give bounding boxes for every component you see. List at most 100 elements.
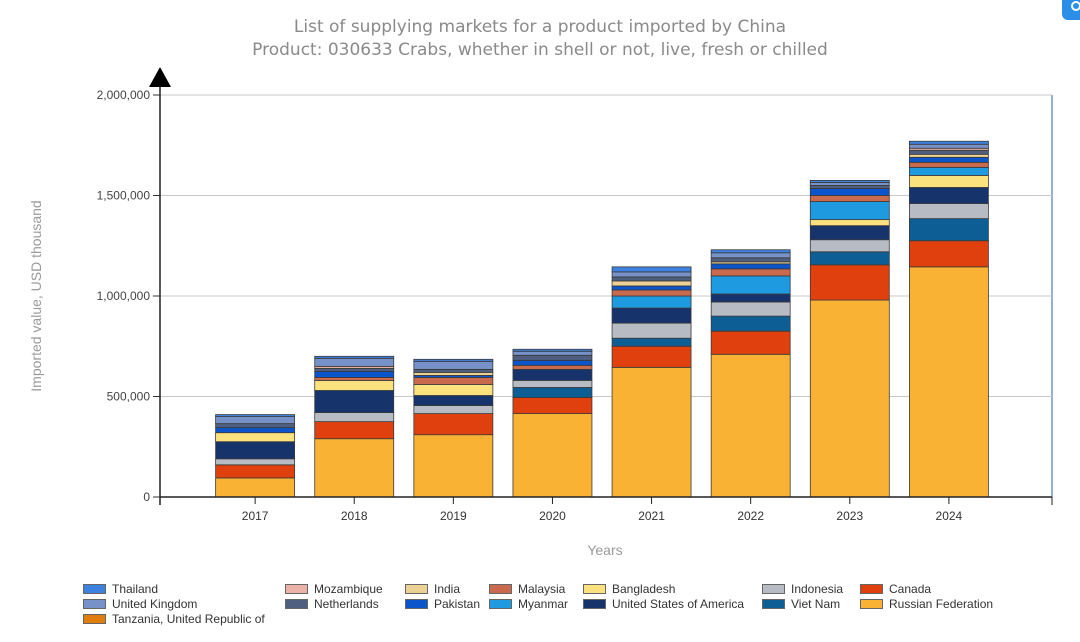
legend-item: Mozambique: [285, 581, 383, 596]
bar-segment-bangladesh: [908, 174, 989, 188]
legend-swatch: [489, 583, 512, 594]
bar-segment-indonesia: [710, 301, 791, 317]
bar-segment-united-states-of-america: [512, 368, 593, 381]
bar-segment-united-states-of-america: [413, 395, 494, 406]
legend-swatch: [83, 583, 106, 594]
bar-stack-2021: [611, 266, 692, 498]
bar-segment-united-states-of-america: [215, 441, 296, 460]
x-axis-label: Years: [587, 542, 622, 558]
bar-stack-2017: [215, 414, 296, 498]
bar-segment-netherlands: [215, 423, 296, 429]
legend-swatch: [583, 598, 606, 609]
bar-segment-malaysia: [908, 161, 989, 168]
bar-segment-united-kingdom: [413, 360, 494, 370]
legend-label: Tanzania, United Republic of: [112, 611, 265, 626]
bar-segment-canada: [512, 397, 593, 414]
x-tick-label: 2024: [936, 509, 963, 523]
bar-stack-2020: [512, 348, 593, 498]
bar-segment-malaysia: [314, 377, 395, 381]
bar-segment-pakistan: [710, 263, 791, 270]
bar-stack-2023: [809, 180, 890, 498]
bar-segment-united-kingdom: [215, 416, 296, 425]
legend-item: Bangladesh: [583, 581, 675, 596]
bar-segment-canada: [611, 345, 692, 368]
legend-swatch: [285, 598, 308, 609]
bar-stack-2022: [710, 249, 791, 498]
bar-segment-malaysia: [413, 377, 494, 385]
legend-label: Bangladesh: [612, 581, 676, 596]
bar-stack-2024: [908, 140, 989, 498]
bar-segment-thailand: [908, 140, 989, 145]
legend-label: Netherlands: [314, 596, 379, 611]
legend-item: Thailand: [83, 581, 158, 596]
legend-item: Malaysia: [489, 581, 565, 596]
legend-swatch: [860, 598, 883, 609]
bar-segment-united-kingdom: [809, 182, 890, 186]
bar-segment-netherlands: [908, 149, 989, 155]
bar-segment-russian-federation: [413, 434, 494, 498]
y-tick-label: 1,000,000: [97, 289, 151, 303]
legend-label: India: [434, 581, 461, 596]
legend-item: Netherlands: [285, 596, 379, 611]
bar-segment-united-kingdom: [611, 271, 692, 278]
bar-segment-united-states-of-america: [908, 187, 989, 204]
bar-segment-thailand: [413, 358, 494, 362]
bar-segment-malaysia: [512, 364, 593, 370]
corner-action-button[interactable]: [1062, 0, 1080, 20]
bar-segment-netherlands: [314, 367, 395, 372]
legend-label: Malaysia: [518, 581, 566, 596]
legend-label: Mozambique: [314, 581, 383, 596]
bar-segment-indonesia: [314, 412, 395, 423]
bar-segment-malaysia: [710, 268, 791, 277]
legend-swatch: [762, 583, 785, 594]
y-axis-label: Imported value, USD thousand: [28, 200, 44, 391]
stacked-bar-chart: 0 500,000 1,000,000 1,500,000 2,000,000 2017 2…: [28, 67, 1053, 558]
legend-swatch: [83, 613, 106, 624]
legend-label: Thailand: [112, 581, 159, 596]
bar-segment-bangladesh: [809, 219, 890, 227]
bar-segment-russian-federation: [215, 477, 296, 498]
legend-swatch: [285, 583, 308, 594]
bar-segment-indonesia: [413, 405, 494, 414]
bar-segment-myanmar: [809, 201, 890, 221]
gridlines: [160, 94, 1053, 497]
bar-segment-russian-federation: [314, 438, 395, 498]
legend-item: Russian Federation: [860, 596, 993, 611]
bar-stack-2019: [413, 358, 494, 498]
bar-segment-canada: [314, 421, 395, 440]
bar-segment-indonesia: [512, 380, 593, 388]
legend-item: Tanzania, United Republic of: [83, 611, 265, 626]
bar-segment-thailand: [611, 266, 692, 273]
bar-segment-indonesia: [809, 239, 890, 253]
bar-segment-netherlands: [512, 354, 593, 361]
bar-segment-thailand: [710, 249, 791, 254]
bar-segment-pakistan: [314, 370, 395, 378]
bar-segment-myanmar: [710, 275, 791, 295]
legend-label: Canada: [889, 581, 932, 596]
legend-label: Pakistan: [434, 596, 481, 611]
bar-segment-thailand: [512, 348, 593, 352]
bar-segment-myanmar: [611, 295, 692, 309]
legend-swatch: [405, 583, 428, 594]
y-tick-label: 2,000,000: [97, 88, 151, 102]
bar-segment-united-kingdom: [512, 350, 593, 356]
bar-segment-viet-nam: [908, 218, 989, 242]
bar-segment-malaysia: [809, 195, 890, 202]
axes: 0 500,000 1,000,000 1,500,000 2,000,000 2017 2…: [97, 67, 1053, 523]
legend-item: Myanmar: [489, 596, 568, 611]
bar-segment-bangladesh: [314, 380, 395, 391]
bar-segment-netherlands: [809, 185, 890, 189]
bar-segment-russian-federation: [710, 353, 791, 498]
y-tick-label: 0: [143, 490, 150, 504]
bar-segment-russian-federation: [611, 366, 692, 498]
bar-segment-bangladesh: [413, 384, 494, 396]
bar-segment-canada: [413, 413, 494, 436]
legend-swatch: [83, 598, 106, 609]
x-tick-label: 2023: [836, 509, 863, 523]
legend-swatch: [583, 583, 606, 594]
bar-segment-myanmar: [908, 166, 989, 176]
bar-segment-pakistan: [215, 427, 296, 434]
bar-segment-russian-federation: [512, 413, 593, 498]
bar-segment-united-states-of-america: [710, 293, 791, 303]
bar-segment-indonesia: [908, 203, 989, 220]
